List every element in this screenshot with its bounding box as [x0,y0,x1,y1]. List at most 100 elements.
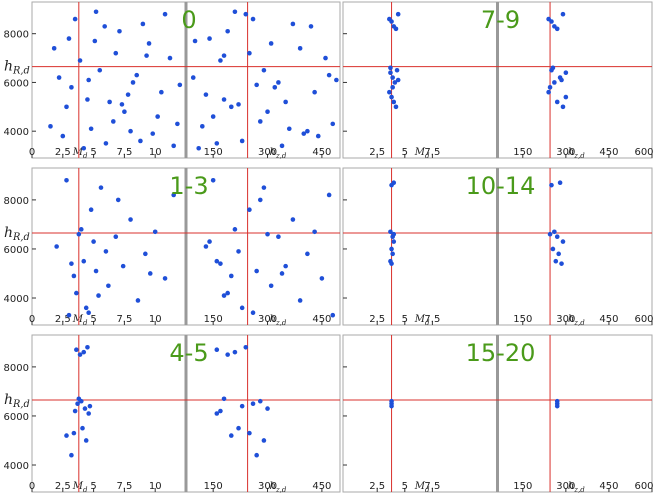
point [214,411,220,416]
point [305,128,310,134]
point [389,261,394,266]
point [88,207,94,213]
point [560,239,566,244]
point [389,403,394,409]
point [236,249,241,254]
point [283,99,288,105]
point [106,283,111,289]
point [221,97,227,102]
point [210,177,216,183]
point [290,217,296,222]
x-tick-label: 5 [90,147,96,158]
point [257,197,263,203]
point [85,97,90,102]
x-tick-label: 150 [204,314,223,325]
point [265,406,270,411]
point [64,177,69,183]
point [103,249,109,254]
y-tick-label: 6000 [4,78,29,89]
point [390,75,395,80]
md-axis-label: Md [414,481,430,494]
point [395,77,401,83]
x-tick-label: 600 [634,481,653,492]
y-tick-label: 8000 [4,30,29,41]
point [218,261,223,266]
point [96,293,101,298]
point [138,138,143,144]
point [51,46,57,51]
point [391,231,397,237]
x-tick-label: 300 [258,481,277,492]
point [91,239,96,244]
point [239,305,245,311]
hz-axis-label: hz,d [270,314,287,327]
point [225,290,230,296]
x-tick-label: 10 [149,314,162,325]
hz-axis-label-base: h [568,481,574,492]
x-tick-label: 450 [599,314,618,325]
point [103,141,109,146]
point [76,231,82,237]
point [279,143,285,149]
panel-label: 4-5 [169,339,208,367]
point [390,85,395,90]
y-tick-label: 8000 [4,363,29,374]
point [261,67,267,73]
hz-axis-label: hz,d [270,147,287,160]
point [54,244,59,249]
point [547,231,553,237]
point [221,293,227,298]
point [128,128,133,134]
point [82,406,88,411]
point [297,46,303,51]
point [85,344,90,350]
hz-axis-label: hz,d [568,147,585,160]
x-tick-label: 300 [258,147,277,158]
point [192,38,198,44]
point [228,104,234,110]
point [243,344,249,350]
point [326,72,332,78]
point [177,82,183,88]
point [312,89,317,95]
point [563,70,569,75]
point [88,126,94,132]
x-tick-label: 5 [402,314,408,325]
y-tick-label: 6000 [4,412,29,423]
point [236,102,241,107]
point [554,234,560,239]
x-tick-label: 450 [312,314,331,325]
point [391,239,397,244]
point [162,11,168,17]
point [254,452,259,458]
x-tick-label: 7.5 [116,147,132,158]
md-axis-label-sub: d [83,486,88,494]
point [550,65,556,71]
x-tick-label: 2.5 [55,147,71,158]
hz-axis-label-sub: z,d [573,152,585,160]
panel-label: 0 [181,6,196,34]
point [162,276,168,281]
hz-axis-label-base: h [568,147,574,158]
point [389,246,394,252]
point [308,24,314,29]
x-tick-label: 5 [402,147,408,158]
x-tick-label: 600 [634,147,653,158]
point [171,192,176,198]
hz-axis-label-sub: z,d [275,319,287,327]
point [81,349,87,355]
point [93,9,99,15]
md-axis-label: Md [72,147,88,160]
point [146,41,152,46]
point [71,430,77,436]
md-axis-label: Md [72,481,88,494]
point [265,231,270,237]
point [225,352,230,357]
point [87,403,93,409]
point [76,396,82,402]
md-axis-label-base: M [72,481,84,492]
point [326,192,332,198]
x-tick-label: 300 [556,314,575,325]
point [218,58,223,63]
